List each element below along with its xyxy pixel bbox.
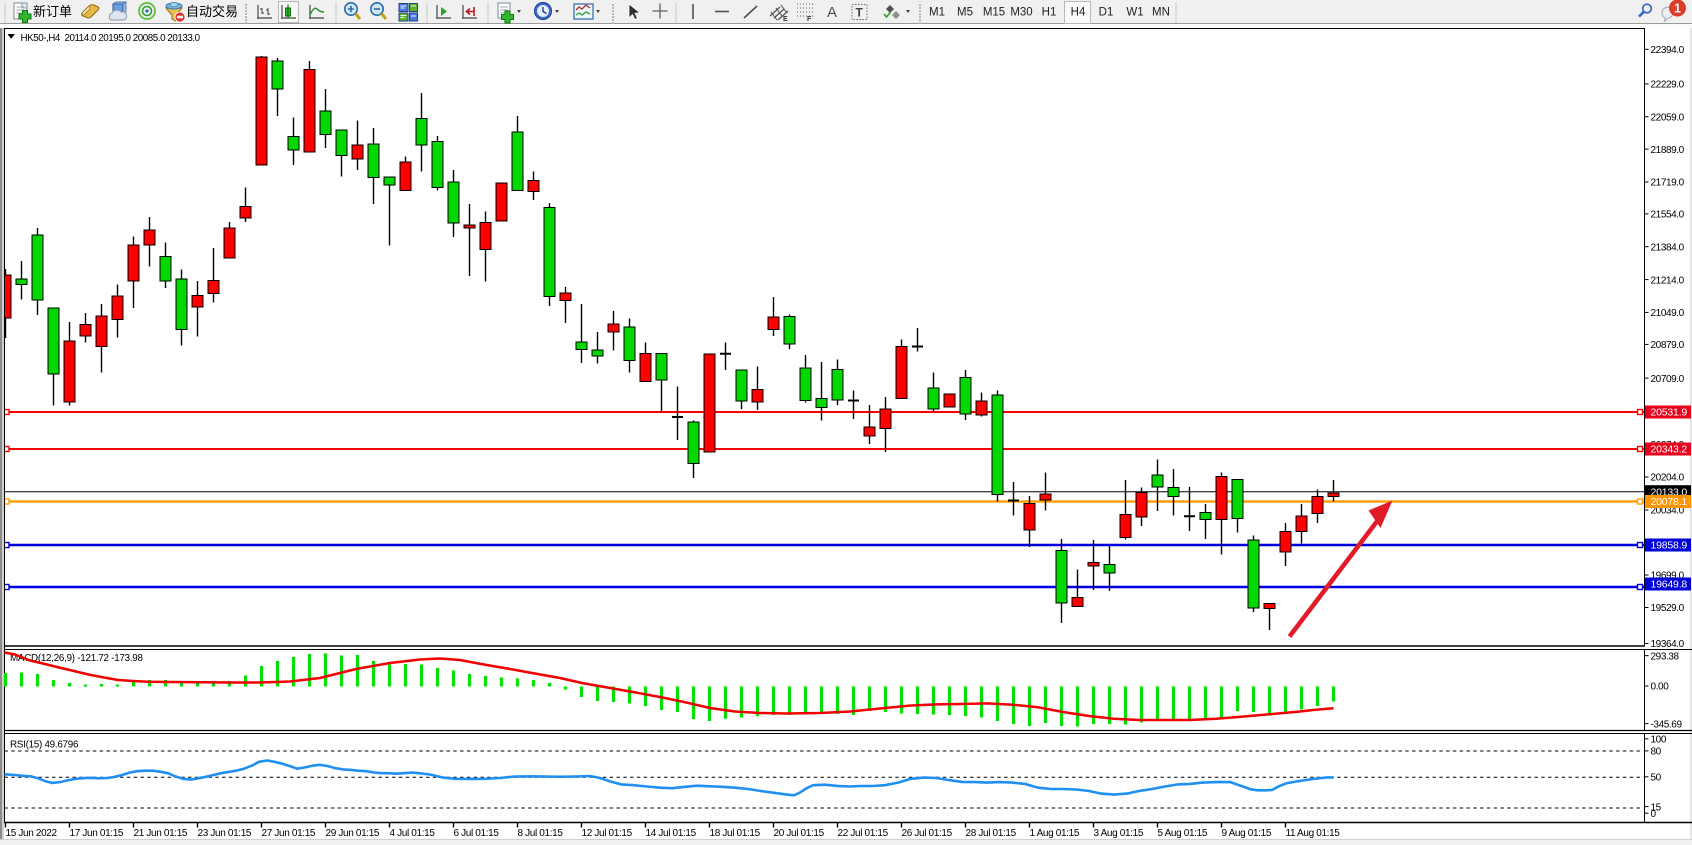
svg-text:21554.0: 21554.0 xyxy=(1651,210,1685,221)
svg-text:80: 80 xyxy=(1651,747,1662,758)
svg-text:20034.0: 20034.0 xyxy=(1651,506,1685,517)
svg-text:11 Aug 01:15: 11 Aug 01:15 xyxy=(1286,828,1341,839)
svg-text:-345.69: -345.69 xyxy=(1651,719,1683,730)
svg-text:自动交易: 自动交易 xyxy=(186,4,238,19)
svg-text:20078.1: 20078.1 xyxy=(1651,496,1688,508)
svg-text:20709.0: 20709.0 xyxy=(1651,374,1685,385)
svg-text:21384.0: 21384.0 xyxy=(1651,242,1685,253)
svg-text:21214.0: 21214.0 xyxy=(1651,275,1685,286)
svg-text:3 Aug 01:15: 3 Aug 01:15 xyxy=(1094,828,1144,839)
svg-text:0: 0 xyxy=(1651,809,1657,820)
svg-text:H4: H4 xyxy=(1071,7,1086,19)
svg-text:12 Jul 01:15: 12 Jul 01:15 xyxy=(582,828,633,839)
svg-text:M1: M1 xyxy=(929,7,945,19)
svg-text:F: F xyxy=(807,16,812,23)
svg-text:15 Jun 2022: 15 Jun 2022 xyxy=(6,828,58,839)
svg-text:23 Jun 01:15: 23 Jun 01:15 xyxy=(198,828,252,839)
svg-text:5 Aug 01:15: 5 Aug 01:15 xyxy=(1158,828,1208,839)
svg-text:4 Jul 01:15: 4 Jul 01:15 xyxy=(390,828,436,839)
svg-text:19699.0: 19699.0 xyxy=(1651,571,1685,582)
svg-text:21 Jun 01:15: 21 Jun 01:15 xyxy=(134,828,188,839)
svg-text:20 Jul 01:15: 20 Jul 01:15 xyxy=(774,828,825,839)
svg-text:8 Jul 01:15: 8 Jul 01:15 xyxy=(518,828,564,839)
svg-text:E: E xyxy=(783,16,788,23)
svg-text:M15: M15 xyxy=(983,7,1005,19)
svg-text:100: 100 xyxy=(1651,735,1667,746)
svg-text:MN: MN xyxy=(1152,7,1170,19)
svg-text:0.00: 0.00 xyxy=(1651,682,1670,693)
svg-text:9 Aug 01:15: 9 Aug 01:15 xyxy=(1222,828,1272,839)
svg-text:22059.0: 22059.0 xyxy=(1651,112,1685,123)
svg-text:M30: M30 xyxy=(1010,7,1032,19)
svg-text:M5: M5 xyxy=(957,7,973,19)
svg-text:H1: H1 xyxy=(1042,7,1057,19)
svg-text:MACD(12,26,9) -121.72 -173.98: MACD(12,26,9) -121.72 -173.98 xyxy=(10,653,144,664)
svg-text:22229.0: 22229.0 xyxy=(1651,80,1685,91)
svg-text:A: A xyxy=(827,4,837,21)
svg-text:26 Jul 01:15: 26 Jul 01:15 xyxy=(902,828,953,839)
svg-text:19649.8: 19649.8 xyxy=(1651,579,1688,591)
svg-text:RSI(15) 49.6796: RSI(15) 49.6796 xyxy=(10,740,79,751)
svg-text:14 Jul 01:15: 14 Jul 01:15 xyxy=(646,828,697,839)
svg-text:21049.0: 21049.0 xyxy=(1651,308,1685,319)
svg-text:1: 1 xyxy=(1674,2,1681,16)
svg-text:6 Jul 01:15: 6 Jul 01:15 xyxy=(454,828,500,839)
svg-text:19364.0: 19364.0 xyxy=(1651,639,1685,650)
svg-text:15: 15 xyxy=(1651,802,1662,813)
svg-text:D1: D1 xyxy=(1099,7,1114,19)
svg-text:19529.0: 19529.0 xyxy=(1651,603,1685,614)
svg-text:20204.0: 20204.0 xyxy=(1651,473,1685,484)
svg-text:19858.9: 19858.9 xyxy=(1651,540,1688,552)
svg-text:20531.9: 20531.9 xyxy=(1651,407,1688,419)
svg-text:T: T xyxy=(856,6,864,20)
svg-text:21889.0: 21889.0 xyxy=(1651,145,1685,156)
svg-text:21719.0: 21719.0 xyxy=(1651,178,1685,189)
svg-text:29 Jun 01:15: 29 Jun 01:15 xyxy=(326,828,380,839)
svg-text:50: 50 xyxy=(1651,773,1662,784)
svg-text:1 Aug 01:15: 1 Aug 01:15 xyxy=(1030,828,1080,839)
svg-text:HK50-,H4 20114.0 20195.0 2008: HK50-,H4 20114.0 20195.0 20085.0 20133.0 xyxy=(21,33,201,44)
svg-text:22394.0: 22394.0 xyxy=(1651,45,1685,56)
svg-text:新订单: 新订单 xyxy=(33,4,72,19)
svg-text:20343.2: 20343.2 xyxy=(1651,444,1688,456)
svg-text:W1: W1 xyxy=(1126,7,1143,19)
svg-text:27 Jun 01:15: 27 Jun 01:15 xyxy=(262,828,316,839)
svg-text:28 Jul 01:15: 28 Jul 01:15 xyxy=(966,828,1017,839)
svg-text:20879.0: 20879.0 xyxy=(1651,340,1685,351)
svg-text:18 Jul 01:15: 18 Jul 01:15 xyxy=(710,828,761,839)
svg-text:17 Jun 01:15: 17 Jun 01:15 xyxy=(70,828,124,839)
svg-text:293.38: 293.38 xyxy=(1651,651,1680,662)
svg-text:22 Jul 01:15: 22 Jul 01:15 xyxy=(838,828,889,839)
